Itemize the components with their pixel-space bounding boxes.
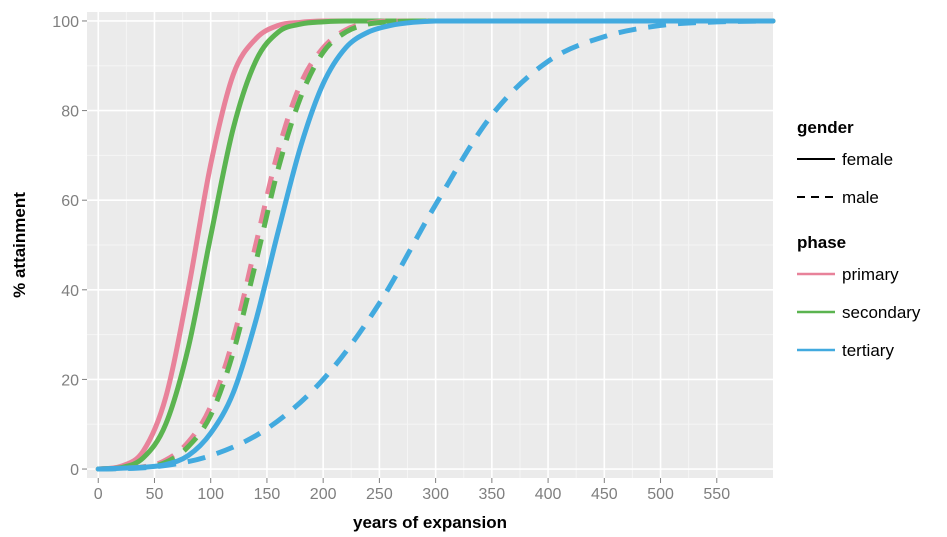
series-line-tertiary-male (98, 18, 774, 472)
x-tick-label: 300 (422, 486, 449, 503)
x-tick-label: 100 (197, 486, 224, 503)
legend: gender female male phase primary secondary… (797, 118, 921, 360)
legend-label-male: male (842, 188, 879, 207)
x-tick-label: 250 (366, 486, 393, 503)
x-tick-label: 450 (591, 486, 618, 503)
series-line-tertiary-female (95, 18, 776, 472)
x-tick-label: 50 (146, 486, 164, 503)
x-axis: 0 50 100 150 200 250 300 350 400 450 500 550 (94, 478, 730, 503)
legend-phase-items: primary secondary tertiary (797, 265, 921, 360)
x-tick-label: 200 (310, 486, 337, 503)
x-axis-title: years of expansion (353, 513, 507, 532)
y-tick-label: 60 (61, 193, 79, 210)
legend-label-tertiary: tertiary (842, 341, 894, 360)
legend-label-primary: primary (842, 265, 899, 284)
y-axis: 0 20 40 60 80 100 (52, 14, 87, 479)
legend-gender-items: female male (797, 150, 893, 207)
x-tick-label: 500 (647, 486, 674, 503)
x-tick-label: 0 (94, 486, 103, 503)
legend-title-gender: gender (797, 118, 854, 137)
series-line-secondary-male (98, 18, 773, 472)
y-tick-label: 40 (61, 283, 79, 300)
y-tick-label: 100 (52, 14, 79, 31)
y-tick-label: 80 (61, 104, 79, 121)
legend-label-female: female (842, 150, 893, 169)
grid-minor (87, 12, 773, 478)
x-tick-label: 550 (703, 486, 730, 503)
x-tick-label: 400 (535, 486, 562, 503)
legend-title-phase: phase (797, 233, 846, 252)
series-layer (95, 18, 776, 472)
legend-label-secondary: secondary (842, 303, 921, 322)
x-tick-label: 150 (254, 486, 281, 503)
x-tick-label: 350 (479, 486, 506, 503)
y-tick-label: 0 (70, 462, 79, 479)
y-tick-label: 20 (61, 372, 79, 389)
y-axis-title: % attainment (10, 192, 29, 298)
